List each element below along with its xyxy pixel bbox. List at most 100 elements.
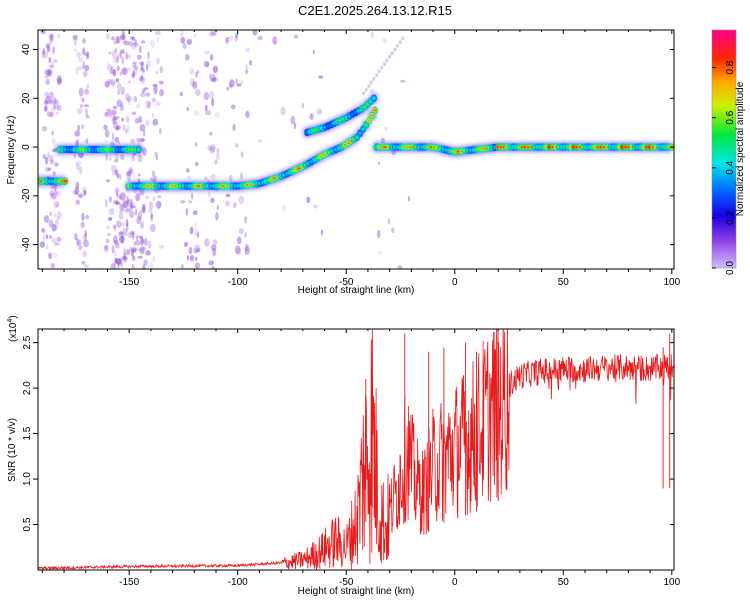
noise-speck-6-39: [210, 173, 216, 181]
snr-y-tick-label-3: 2.0: [22, 381, 33, 395]
noise-speck-4-54: [152, 83, 158, 88]
track-blob-core: [372, 97, 376, 100]
noise-speck-5-1: [196, 248, 201, 253]
noise-speck-3-15: [120, 49, 126, 55]
noise-speck-3-66: [136, 54, 142, 60]
noise-speck-3-116: [125, 199, 131, 204]
noise-speck-4-41: [153, 85, 158, 95]
noise-speck-3-137: [113, 40, 118, 45]
noise-speck-2-46: [109, 208, 115, 216]
noise-speck-7-5: [234, 245, 241, 255]
noise-speck-5-31: [194, 142, 198, 148]
noise-speck-4-22: [156, 36, 160, 43]
noise-speck-3-129: [127, 174, 131, 182]
noise-streak-12: [393, 47, 397, 52]
noise-speck-2-54: [114, 186, 121, 194]
noise-speck-4-5: [156, 195, 162, 199]
spectrogram-y-tick-label-0: -40: [21, 237, 32, 252]
noise-speck-4-35: [151, 170, 156, 178]
noise-speck-0-65: [51, 106, 57, 112]
noise-speck-6-32: [203, 60, 210, 68]
noise-speck-3-155: [135, 67, 138, 76]
noise-speck-4-0: [147, 240, 152, 249]
noise-speck-1-6: [82, 70, 88, 77]
noise-speck-8-19: [290, 115, 296, 125]
noise-speck-5-20: [192, 81, 198, 89]
noise-speck-1-7: [74, 41, 77, 47]
noise-speck-4-19: [143, 259, 148, 266]
noise-speck-3-52: [141, 88, 146, 94]
noise-speck-4-32: [140, 138, 145, 142]
noise-speck-3-14: [139, 246, 145, 255]
noise-speck-8-3: [257, 138, 263, 143]
noise-speck-3-87: [130, 138, 136, 144]
noise-speck-4-25: [145, 92, 151, 97]
noise-speck-0-51: [51, 96, 58, 105]
noise-speck-3-128: [142, 68, 145, 73]
noise-speck-6-23: [209, 72, 212, 80]
noise-speck-7-11: [238, 195, 245, 205]
noise-speck-3-62: [125, 218, 129, 227]
noise-speck-6-22: [211, 97, 215, 107]
noise-speck-4-45: [149, 201, 153, 211]
noise-speck-3-74: [140, 91, 146, 98]
noise-speck-1-10: [81, 261, 85, 265]
colorbar-tick-label-2: 0.4: [725, 160, 736, 174]
noise-speck-3-145: [123, 247, 126, 255]
noise-speck-1-40: [83, 189, 87, 195]
snr-x-tick-label-2: -50: [339, 577, 354, 588]
noise-speck-4-7: [150, 177, 153, 182]
noise-speck-2-0: [110, 78, 116, 88]
snr-frame: [37, 328, 675, 571]
noise-speck-1-5: [75, 160, 82, 167]
spectrogram-y-ticks: -40 -20 0 20 40: [21, 44, 674, 252]
noise-speck-1-4: [83, 189, 87, 197]
noise-speck-3-29: [112, 115, 116, 122]
noise-speck-1-15: [72, 190, 78, 195]
noise-speck-5-17: [188, 200, 192, 204]
noise-speck-1-3: [78, 87, 84, 97]
spectrogram-x-tick-label-0: -150: [119, 277, 139, 288]
snr-scale-prefix: (x104): [7, 315, 19, 342]
noise-speck-8-1: [293, 122, 296, 130]
noise-speck-6-17: [205, 110, 211, 116]
noise-speck-9-5: [370, 31, 375, 38]
noise-speck-3-106: [116, 99, 123, 108]
noise-speck-9-3: [387, 218, 391, 225]
noise-speck-1-51: [76, 238, 80, 247]
noise-speck-3-151: [114, 136, 119, 143]
noise-speck-1-59: [84, 264, 89, 268]
noise-speck-1-12: [77, 56, 83, 63]
noise-speck-6-38: [204, 176, 208, 181]
spectrogram-x-tick-label-5: 100: [663, 277, 680, 288]
noise-speck-0-60: [56, 104, 62, 111]
noise-speck-2-14: [111, 49, 117, 59]
track-lower-band: [125, 106, 379, 192]
noise-speck-3-51: [122, 200, 129, 208]
noise-speck-0-37: [49, 91, 54, 99]
noise-speck-6-16: [211, 266, 215, 269]
noise-speck-9-11: [391, 227, 395, 234]
noise-speck-3-82: [128, 169, 134, 175]
noise-speck-0-13: [44, 166, 50, 173]
noise-speck-0-32: [42, 233, 46, 242]
noise-speck-7-12: [239, 172, 244, 180]
noise-speck-2-18: [115, 78, 120, 83]
colorbar-tick-label-0: 0.0: [725, 261, 736, 275]
noise-speck-6-10: [214, 159, 218, 165]
noise-speck-6-25: [204, 50, 210, 55]
noise-speck-6-2: [210, 77, 214, 82]
noise-speck-2-27: [105, 199, 108, 208]
noise-speck-2-57: [114, 158, 119, 163]
colorbar-tick-label-1: 0.2: [725, 211, 736, 225]
noise-speck-7-14: [234, 143, 239, 148]
noise-speck-1-23: [75, 199, 81, 205]
noise-speck-0-14: [49, 64, 55, 68]
noise-speck-2-44: [106, 179, 110, 183]
noise-speck-3-146: [130, 166, 134, 173]
noise-speck-4-34: [155, 156, 158, 161]
noise-speck-1-33: [84, 52, 89, 57]
noise-speck-4-52: [144, 100, 150, 109]
noise-speck-3-127: [127, 41, 134, 47]
noise-speck-3-105: [115, 201, 121, 205]
